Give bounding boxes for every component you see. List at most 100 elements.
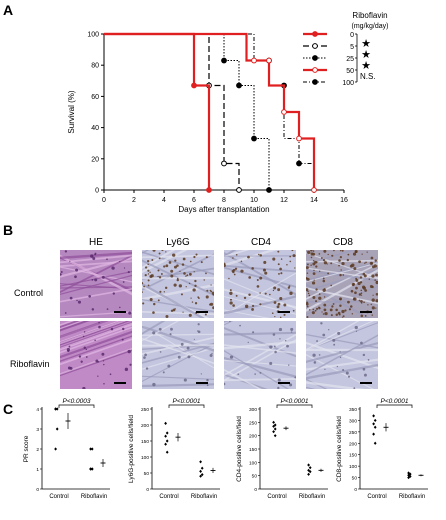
stained-cell [251,267,254,270]
stained-cell [372,314,373,315]
stained-cell [61,271,63,273]
stained-cell [194,339,195,340]
stained-cell [182,263,184,265]
stained-cell [198,323,200,325]
stained-cell [323,278,325,280]
stained-cell [353,267,356,270]
stained-cell [363,368,366,371]
y-tick-label: 250 [141,407,149,413]
stained-cell [313,250,315,252]
stained-cell [186,286,187,287]
stained-cell [159,276,161,278]
stained-cell [356,331,357,332]
survival-point-5 [222,161,227,166]
stained-cell [277,305,280,308]
stained-cell [307,251,310,254]
data-point [54,447,57,450]
stained-cell [119,307,121,309]
stained-cell [98,326,101,329]
stained-cell [110,373,112,375]
stained-cell [181,343,184,346]
x-tick-label: 10 [250,197,258,204]
stained-cell [343,315,345,317]
data-point [199,460,202,463]
stained-cell [342,274,344,276]
stained-cell [318,297,321,300]
stained-cell [313,270,314,271]
stained-cell [159,328,162,331]
stained-cell [151,259,153,261]
stained-cell [69,261,70,262]
stained-cell [274,301,277,304]
stained-cell [257,285,260,288]
y-tick-label: 250 [249,420,257,426]
survival-point-25 [267,188,272,193]
stained-cell [190,261,192,263]
stained-cell [371,274,374,277]
column-label-he: HE [61,237,131,248]
stained-cell [170,275,173,278]
x-tick-label: 2 [132,197,136,204]
stained-cell [324,288,326,290]
stained-cell [362,286,365,289]
y-tick-label: 80 [91,63,99,70]
micrograph-ly6g-control [142,250,214,318]
stained-cell [335,309,338,312]
stained-cell [205,313,207,315]
stained-cell [210,284,211,285]
stained-cell [337,332,340,335]
stained-cell [187,347,190,350]
data-point [91,467,94,470]
y-tick-label: 100 [87,32,99,39]
stained-cell [247,256,250,259]
stained-cell [339,314,341,316]
stained-cell [70,297,73,300]
scale-bar [278,382,290,384]
stained-cell [206,256,208,258]
stained-cell [359,300,361,302]
survival-point-25 [252,136,257,141]
y-axis-label: Survival (%) [67,90,76,133]
data-point [372,433,375,436]
stained-cell [152,311,155,314]
stained-cell [205,273,207,275]
stained-cell [323,313,325,315]
x-tick-label: 16 [340,197,348,204]
y-tick-label: 2 [36,447,39,453]
stained-cell [372,298,375,301]
stained-cell [194,271,195,272]
stained-cell [260,372,262,374]
stained-cell [269,345,272,348]
y-axis-label: PR score [23,435,30,462]
stained-cell [204,279,205,280]
stained-cell [314,279,315,280]
stained-cell [347,301,350,304]
stained-cell [248,342,249,343]
stained-cell [145,266,147,268]
stained-cell [157,269,159,271]
stained-cell [273,290,274,291]
stained-cell [143,286,145,288]
stained-cell [236,295,238,297]
stained-cell [177,279,179,281]
data-point [307,473,310,476]
stained-cell [230,355,233,358]
stained-cell [288,287,290,289]
stained-cell [358,260,361,263]
stained-cell [258,254,259,255]
stained-cell [245,305,248,308]
stained-cell [123,281,125,283]
stained-cell [319,293,321,295]
stained-cell [79,355,81,357]
column-label-ly6g: Ly6G [143,237,213,248]
stained-cell [103,360,104,361]
stained-cell [371,304,372,305]
stained-cell [189,314,192,317]
stained-cell [257,279,259,281]
stained-cell [259,292,261,294]
stained-cell [178,356,181,359]
x-tick-label: 4 [162,197,166,204]
survival-line-5 [104,34,239,190]
data-point [372,422,375,425]
stained-cell [228,278,229,279]
